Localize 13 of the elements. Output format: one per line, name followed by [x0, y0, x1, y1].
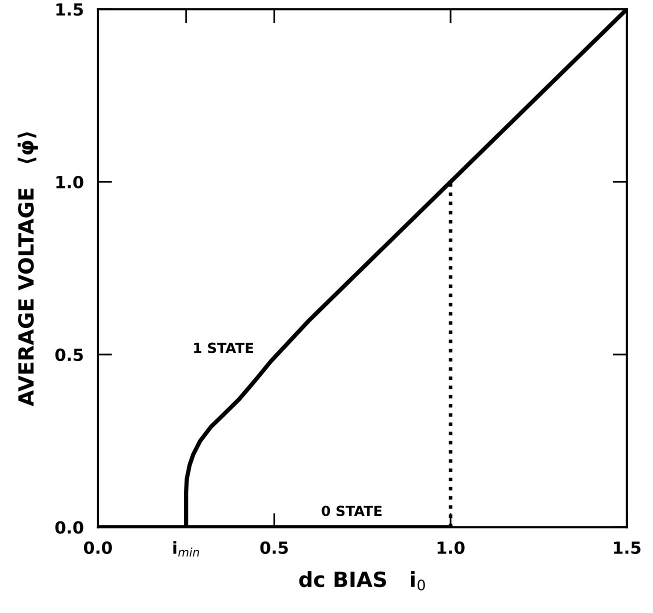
- y-axis-title: AVERAGE VOLTAGE ⟨φ̇⟩: [18, 132, 38, 406]
- series-label: 1 STATE: [194, 342, 254, 354]
- y-tick-label: 0.0: [55, 521, 84, 534]
- series-label: 0 STATE: [322, 506, 382, 516]
- x-tick-label: 0.0: [84, 541, 112, 554]
- x-tick-label: 1.0: [438, 541, 465, 554]
- y-tick-label: 1.5: [56, 3, 83, 16]
- x-tick-label: 1.5: [614, 542, 640, 554]
- y-tick-label: 0.5: [55, 348, 83, 362]
- x-tick-label: i$_{min}$: [173, 541, 200, 556]
- x-tick-label: 0.5: [260, 541, 288, 554]
- x-axis-title: dc BIAS i$_{0}$: [299, 571, 425, 591]
- y-tick-label: 1.0: [56, 176, 84, 188]
